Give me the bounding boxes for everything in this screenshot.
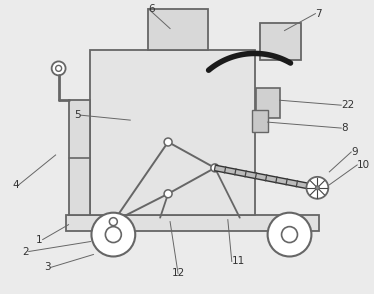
Bar bbox=[91, 51, 255, 215]
Text: 8: 8 bbox=[341, 123, 348, 133]
Circle shape bbox=[164, 138, 172, 146]
Text: 2: 2 bbox=[22, 246, 29, 256]
Circle shape bbox=[306, 177, 328, 199]
Circle shape bbox=[92, 213, 135, 256]
Circle shape bbox=[211, 164, 219, 172]
Circle shape bbox=[268, 213, 312, 256]
Text: 9: 9 bbox=[351, 147, 358, 157]
Bar bbox=[256, 88, 279, 118]
Bar bbox=[65, 215, 319, 230]
Text: 10: 10 bbox=[357, 160, 370, 170]
Text: 7: 7 bbox=[315, 9, 322, 19]
Circle shape bbox=[315, 186, 319, 190]
Circle shape bbox=[164, 190, 172, 198]
Bar bbox=[260, 23, 301, 60]
Bar bbox=[148, 9, 208, 51]
Text: 3: 3 bbox=[44, 263, 50, 273]
Bar bbox=[252, 110, 268, 132]
Circle shape bbox=[105, 227, 121, 243]
Text: 11: 11 bbox=[232, 256, 245, 266]
Bar bbox=[68, 100, 91, 215]
Circle shape bbox=[109, 218, 117, 225]
Text: 12: 12 bbox=[171, 268, 185, 278]
Circle shape bbox=[282, 227, 297, 243]
Text: 5: 5 bbox=[74, 110, 80, 120]
Text: 1: 1 bbox=[36, 235, 43, 245]
Text: 6: 6 bbox=[148, 4, 155, 14]
Circle shape bbox=[52, 61, 65, 75]
Text: 4: 4 bbox=[12, 180, 19, 190]
Text: 22: 22 bbox=[341, 100, 355, 110]
